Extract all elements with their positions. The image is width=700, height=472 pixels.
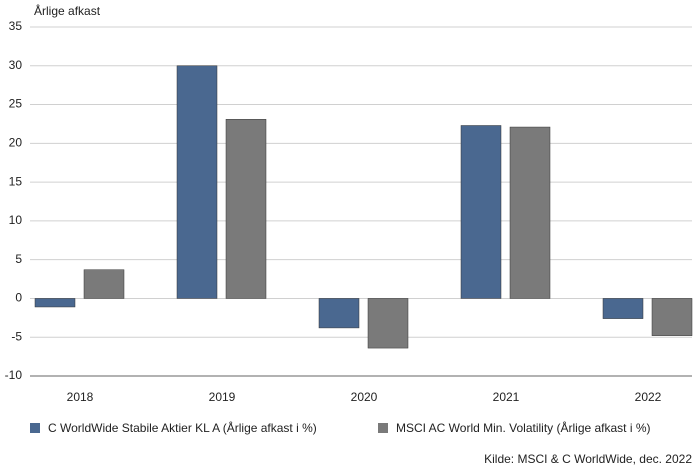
bar (318, 298, 360, 329)
y-tick-label: 0 (15, 291, 22, 305)
bar (602, 298, 644, 319)
legend-label: MSCI AC World Min. Volatility (Årlige af… (396, 420, 651, 435)
x-tick-label: 2022 (635, 390, 662, 404)
chart-title: Årlige afkast (34, 3, 101, 18)
y-tick-label: 5 (15, 252, 22, 266)
bar (460, 125, 502, 299)
legend-swatch (30, 423, 40, 433)
y-tick-label: -5 (11, 329, 22, 343)
x-tick-label: 2018 (67, 390, 94, 404)
x-tick-label: 2021 (493, 390, 520, 404)
y-tick-label: 15 (9, 174, 23, 188)
bar (367, 298, 409, 349)
y-tick-label: 30 (9, 58, 23, 72)
y-tick-label: 35 (9, 19, 23, 33)
y-tick-label: 25 (9, 97, 23, 111)
bar (509, 126, 551, 299)
bar (225, 119, 267, 299)
y-tick-label: 20 (9, 136, 23, 150)
legend-swatch (378, 423, 388, 433)
source: Kilde: MSCI & C WorldWide, dec. 2022 (484, 452, 692, 466)
legend-label: C WorldWide Stabile Aktier KL A (Årlige … (48, 420, 317, 435)
bar (176, 65, 218, 299)
bar (83, 269, 125, 299)
bar (34, 298, 76, 308)
x-tick-label: 2019 (209, 390, 236, 404)
bar (651, 298, 693, 336)
y-tick-label: -10 (5, 368, 23, 382)
x-tick-label: 2020 (351, 390, 378, 404)
y-tick-label: 10 (9, 213, 23, 227)
